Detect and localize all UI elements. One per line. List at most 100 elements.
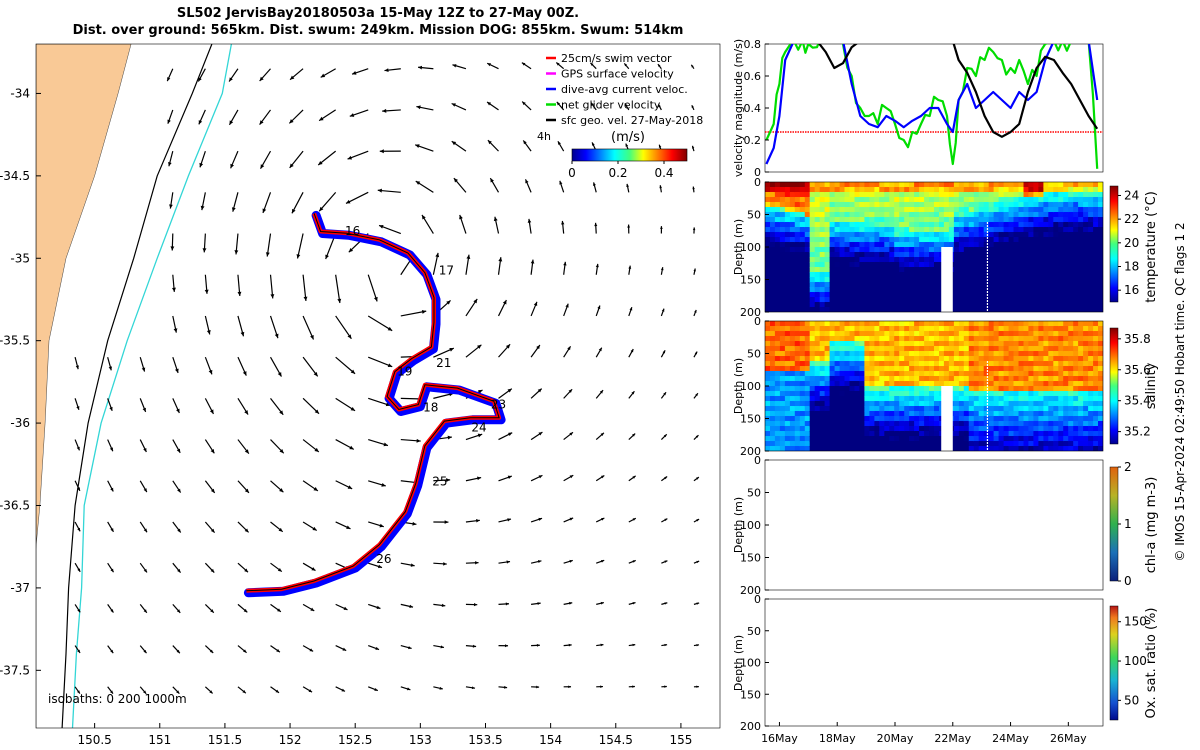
- heat-cell: [968, 237, 975, 243]
- heat-cell: [1033, 287, 1039, 293]
- arrow-head: [320, 73, 326, 78]
- heat-cell: [953, 441, 960, 447]
- heat-cell: [1093, 431, 1099, 437]
- heat-cell: [819, 341, 826, 347]
- heat-cell: [998, 237, 1005, 243]
- heat-cell: [884, 302, 890, 308]
- heat-cell: [948, 217, 955, 223]
- heat-cell: [934, 381, 940, 387]
- heat-cell: [804, 232, 811, 238]
- heat-cell: [1013, 202, 1020, 208]
- heat-cell: [884, 197, 890, 203]
- heat-cell: [789, 242, 796, 248]
- heat-cell: [814, 416, 821, 422]
- heat-cell: [779, 401, 786, 407]
- heat-cell: [914, 336, 920, 342]
- current-arrow: [596, 685, 603, 688]
- heat-cell: [1088, 227, 1094, 233]
- heat-cell: [814, 431, 821, 437]
- heat-cell: [1028, 217, 1034, 223]
- heat-cell: [884, 431, 890, 437]
- heat-cell: [824, 356, 831, 362]
- heat-cell: [1023, 212, 1030, 218]
- heat-cell: [963, 406, 970, 412]
- heat-cell: [814, 326, 821, 332]
- heat-cell: [1028, 187, 1034, 193]
- heat-cell: [1058, 217, 1064, 223]
- heat-cell: [804, 376, 811, 382]
- heat-cell: [919, 366, 925, 372]
- map-x-tick-label: 152.5: [338, 733, 372, 747]
- heat-cell: [924, 361, 930, 367]
- heat-cell: [834, 297, 841, 303]
- current-arrow: [377, 188, 401, 193]
- heat-cell: [770, 287, 776, 293]
- heat-cell: [829, 401, 836, 407]
- heat-cell: [774, 416, 781, 422]
- arrow-head: [210, 568, 215, 573]
- heat-cell: [789, 232, 796, 238]
- heat-cell: [789, 227, 796, 233]
- heat-cell: [794, 272, 801, 278]
- heat-cell: [948, 346, 955, 352]
- heat-cell: [968, 351, 975, 357]
- heat-cell: [988, 202, 995, 208]
- heat-cell: [1063, 321, 1069, 327]
- heat-cell: [919, 222, 925, 228]
- heat-cell: [864, 272, 870, 278]
- arrow-head: [177, 528, 181, 533]
- heat-cell: [809, 406, 816, 412]
- heat-cell: [1058, 386, 1064, 392]
- velocity-y-tick-label: 0: [754, 166, 761, 179]
- heat-cell: [814, 267, 821, 273]
- heat-cell: [998, 207, 1005, 213]
- arrow-head: [383, 442, 388, 447]
- heat-cell: [909, 411, 915, 417]
- heat-cell: [953, 302, 960, 308]
- heat-cell: [834, 341, 841, 347]
- current-arrow: [335, 397, 356, 412]
- heat-cell: [924, 421, 930, 427]
- heat-cell: [804, 237, 811, 243]
- heat-cell: [1053, 192, 1059, 198]
- heat-cell: [1053, 346, 1059, 352]
- heat-cell: [784, 217, 791, 223]
- heat-cell: [809, 446, 816, 451]
- heat-cell: [953, 331, 960, 337]
- arrow-head: [291, 208, 296, 214]
- arrow-head: [477, 476, 482, 481]
- heat-cell: [819, 381, 826, 387]
- heat-cell: [819, 396, 826, 402]
- heat-cell: [1003, 411, 1010, 417]
- heat-cell: [869, 207, 875, 213]
- heat-cell: [784, 262, 791, 268]
- heat-cell: [869, 426, 875, 432]
- heat-cell: [1053, 307, 1059, 312]
- heat-cell: [1083, 297, 1089, 303]
- current-arrow: [74, 562, 81, 573]
- heat-cell: [819, 391, 826, 397]
- heat-cell: [889, 212, 895, 218]
- heat-cell: [1033, 252, 1039, 258]
- heat-cell: [929, 187, 935, 193]
- heat-cell: [993, 247, 1000, 253]
- heat-cell: [839, 242, 846, 248]
- heat-cell: [889, 197, 895, 203]
- heat-cell: [968, 421, 975, 427]
- heat-cell: [904, 416, 910, 422]
- heat-cell: [934, 267, 940, 273]
- heat-cell: [824, 426, 831, 432]
- heat-cell: [1013, 431, 1020, 437]
- heat-cell: [909, 277, 915, 283]
- current-arrow: [170, 233, 175, 251]
- heat-cell: [824, 371, 831, 377]
- arrow-head: [476, 519, 480, 523]
- current-arrow: [530, 301, 538, 317]
- heat-cell: [889, 267, 895, 273]
- current-arrow: [557, 140, 565, 152]
- current-arrow: [628, 602, 636, 605]
- heat-cell: [978, 232, 985, 238]
- heat-cell: [1008, 237, 1015, 243]
- heat-cell: [993, 237, 1000, 243]
